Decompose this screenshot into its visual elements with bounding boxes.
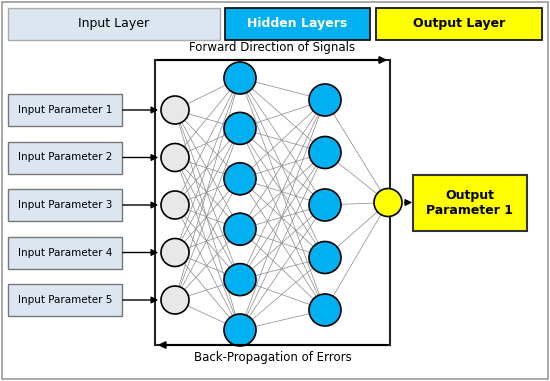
Text: Output
Parameter 1: Output Parameter 1 xyxy=(426,189,514,216)
Text: Input Layer: Input Layer xyxy=(79,18,150,30)
Circle shape xyxy=(224,163,256,195)
Text: Back-Propagation of Errors: Back-Propagation of Errors xyxy=(194,351,351,364)
Circle shape xyxy=(309,136,341,168)
Text: Forward Direction of Signals: Forward Direction of Signals xyxy=(189,41,355,54)
FancyBboxPatch shape xyxy=(8,141,122,173)
FancyBboxPatch shape xyxy=(8,189,122,221)
Text: Hidden Layers: Hidden Layers xyxy=(247,18,347,30)
FancyBboxPatch shape xyxy=(8,284,122,316)
Circle shape xyxy=(224,314,256,346)
FancyBboxPatch shape xyxy=(413,174,527,231)
Bar xyxy=(155,60,390,345)
Circle shape xyxy=(161,191,189,219)
Circle shape xyxy=(224,112,256,144)
Circle shape xyxy=(161,239,189,266)
FancyBboxPatch shape xyxy=(8,94,122,126)
Circle shape xyxy=(224,264,256,296)
Text: Input Parameter 3: Input Parameter 3 xyxy=(18,200,112,210)
Text: Output Layer: Output Layer xyxy=(413,18,505,30)
Circle shape xyxy=(309,294,341,326)
Circle shape xyxy=(161,96,189,124)
Text: Input Parameter 2: Input Parameter 2 xyxy=(18,152,112,163)
Circle shape xyxy=(161,144,189,171)
Circle shape xyxy=(224,62,256,94)
Circle shape xyxy=(161,286,189,314)
Circle shape xyxy=(309,242,341,274)
Circle shape xyxy=(309,189,341,221)
FancyBboxPatch shape xyxy=(8,8,220,40)
FancyBboxPatch shape xyxy=(225,8,370,40)
Text: Input Parameter 1: Input Parameter 1 xyxy=(18,105,112,115)
FancyBboxPatch shape xyxy=(8,237,122,269)
FancyBboxPatch shape xyxy=(376,8,542,40)
Text: Input Parameter 5: Input Parameter 5 xyxy=(18,295,112,305)
Circle shape xyxy=(374,189,402,216)
Circle shape xyxy=(309,84,341,116)
Text: Input Parameter 4: Input Parameter 4 xyxy=(18,248,112,258)
Circle shape xyxy=(224,213,256,245)
